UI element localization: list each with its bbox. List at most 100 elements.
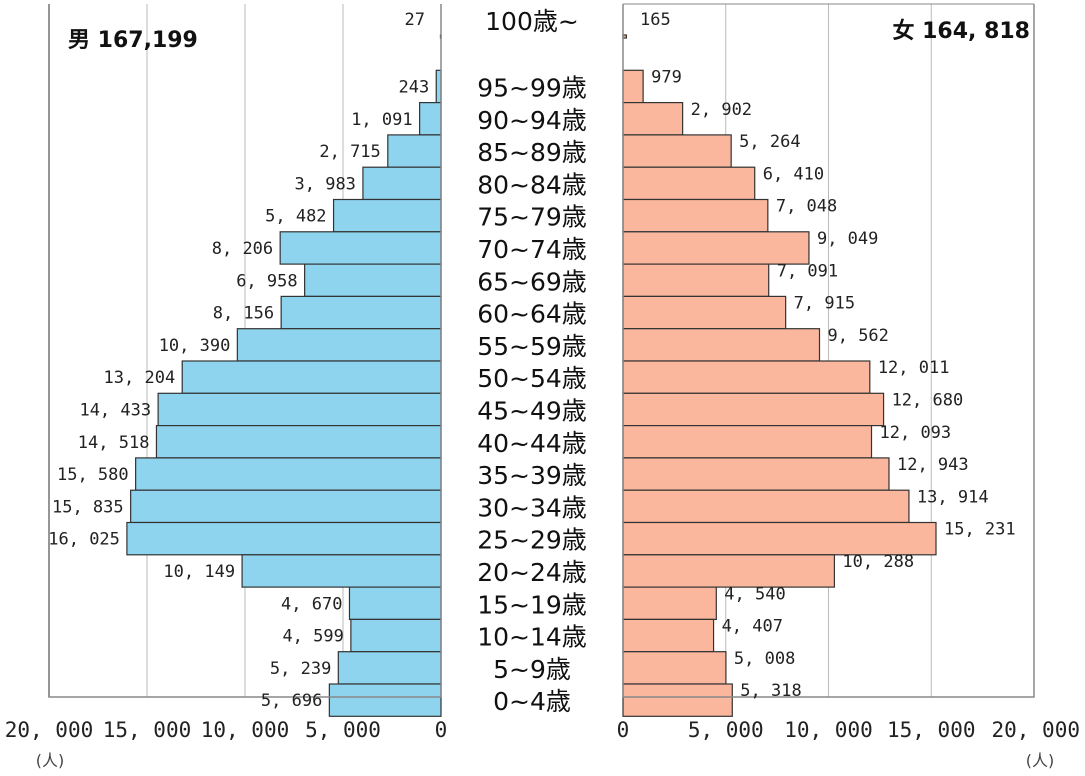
age-group-label: 45~49歳 <box>477 396 587 425</box>
age-group-label: 50~54歳 <box>477 364 587 393</box>
female-value-label: 15, 231 <box>944 520 1016 540</box>
female-bar <box>622 586 717 620</box>
x-tick-label-left: 15, 000 <box>103 718 192 742</box>
age-group-label: 65~69歳 <box>477 267 587 296</box>
female-bar <box>622 101 684 136</box>
female-bar <box>622 263 770 298</box>
male-value-label: 13, 204 <box>104 368 176 388</box>
unit-label-right: (人) <box>1026 751 1055 770</box>
female-value-label: 12, 680 <box>892 390 964 410</box>
male-value-label: 5, 482 <box>265 207 326 227</box>
female-bar <box>622 489 910 524</box>
female-value-label: 7, 048 <box>776 197 837 217</box>
age-group-label: 60~64歳 <box>477 300 587 329</box>
right-frame <box>622 4 1035 698</box>
female-bar <box>622 295 787 330</box>
age-group-label: 55~59歳 <box>477 332 587 361</box>
x-tick-label-left: 5, 000 <box>305 718 381 742</box>
female-value-label: 6, 410 <box>763 164 824 184</box>
male-bar <box>362 166 442 201</box>
male-value-label: 5, 696 <box>261 691 322 711</box>
male-bar <box>348 586 442 620</box>
age-group-label: 0~4歳 <box>493 687 571 716</box>
bar-layer <box>126 34 937 717</box>
male-bar <box>181 360 442 394</box>
x-tick-label-right: 20, 000 <box>991 718 1080 742</box>
age-group-label: 40~44歳 <box>477 429 587 458</box>
female-value-label: 4, 540 <box>724 584 785 604</box>
female-value-label: 5, 318 <box>740 681 801 701</box>
male-value-label: 8, 156 <box>213 304 274 324</box>
female-bar <box>622 651 727 685</box>
age-group-label: 100歳~ <box>485 7 579 36</box>
male-bar <box>337 651 442 685</box>
male-bar <box>387 134 442 168</box>
male-value-label: 15, 835 <box>52 497 124 517</box>
female-value-label: 12, 943 <box>897 455 969 475</box>
age-group-label: 75~79歳 <box>477 203 587 232</box>
male-bar <box>350 618 442 653</box>
female-value-label: 9, 562 <box>827 326 888 346</box>
male-value-label: 2, 715 <box>319 142 380 162</box>
male-value-label: 243 <box>399 77 430 97</box>
female-bar <box>622 69 644 104</box>
female-value-label: 165 <box>640 10 671 30</box>
male-value-label: 3, 983 <box>295 174 356 194</box>
male-value-label: 16, 025 <box>48 530 120 550</box>
female-bar <box>622 198 769 233</box>
male-value-label: 4, 670 <box>281 594 342 614</box>
female-bar <box>622 521 937 556</box>
age-group-label: 70~74歳 <box>477 235 587 264</box>
frame-layer <box>48 3 1035 698</box>
male-bar <box>241 554 442 588</box>
female-value-label: 979 <box>651 67 682 87</box>
male-bar <box>328 683 442 717</box>
female-bar <box>622 683 733 717</box>
female-bar <box>622 457 890 491</box>
x-tick-label-right: 15, 000 <box>887 718 976 742</box>
age-group-label: 85~89歳 <box>477 138 587 167</box>
male-value-label: 6, 958 <box>236 271 297 291</box>
male-bar <box>280 295 442 330</box>
male-bar <box>130 489 442 524</box>
male-value-label: 10, 390 <box>159 336 231 356</box>
male-bar <box>304 263 442 298</box>
female-value-label: 5, 264 <box>739 132 800 152</box>
male-value-label: 1, 091 <box>351 110 412 130</box>
female-bar <box>622 425 873 459</box>
female-bar <box>622 328 821 362</box>
female-bar <box>622 392 885 427</box>
female-bar <box>622 360 871 394</box>
female-value-label: 13, 914 <box>917 487 989 507</box>
age-group-label: 5~9歳 <box>493 655 571 684</box>
x-tick-label-right: 10, 000 <box>784 718 873 742</box>
x-tick-label-left: 10, 000 <box>201 718 290 742</box>
x-tick-label-left: 20, 000 <box>5 718 94 742</box>
male-value-label: 8, 206 <box>212 239 273 259</box>
label-layer: 27 165 100歳~ 243 979 95~99歳 1, 091 2, 902 90~94歳… <box>5 7 1080 770</box>
unit-label-left: (人) <box>36 751 65 770</box>
x-tick-label-right: 0 <box>617 718 630 742</box>
age-group-label: 25~29歳 <box>477 526 587 555</box>
female-value-label: 9, 049 <box>817 229 878 249</box>
male-value-label: 4, 599 <box>282 627 343 647</box>
male-bar <box>236 328 442 362</box>
age-group-label: 80~84歳 <box>477 170 587 199</box>
male-value-label: 27 <box>405 10 425 30</box>
female-value-label: 12, 011 <box>878 358 950 378</box>
female-bar <box>622 554 836 588</box>
male-value-label: 15, 580 <box>57 465 129 485</box>
age-group-label: 10~14歳 <box>477 623 587 652</box>
male-bar <box>279 231 442 265</box>
female-value-label: 7, 091 <box>777 261 838 281</box>
male-value-label: 5, 239 <box>270 659 331 679</box>
male-bar <box>157 392 442 427</box>
female-value-label: 2, 902 <box>691 100 752 120</box>
female-bar <box>622 618 715 653</box>
female-value-label: 7, 915 <box>794 294 855 314</box>
male-value-label: 10, 149 <box>163 562 235 582</box>
female-value-label: 10, 288 <box>842 552 914 572</box>
male-bar <box>155 425 442 459</box>
male-bar <box>332 198 442 233</box>
